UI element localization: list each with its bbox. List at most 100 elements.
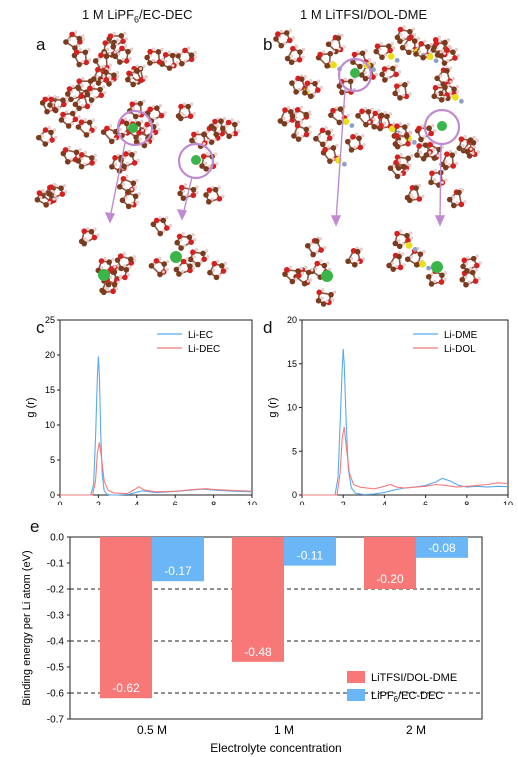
hydrogen-atom [86, 239, 90, 243]
y-tick-label: 20 [45, 350, 55, 360]
hydrogen-atom [130, 69, 135, 73]
lithium-atom [170, 251, 182, 263]
hydrogen-atom [151, 137, 155, 141]
hydrogen-atom [131, 106, 135, 111]
hydrogen-atom [39, 195, 43, 199]
hydrogen-atom [65, 100, 69, 104]
hydrogen-atom [133, 258, 137, 262]
carbon-atom [347, 78, 354, 85]
x-category-label: 2 M [406, 723, 426, 737]
hydrogen-atom [288, 265, 292, 269]
oxygen-atom [36, 190, 43, 196]
carbon-atom [169, 52, 176, 59]
hydrogen-atom [100, 266, 104, 270]
carbon-atom [76, 61, 82, 68]
oxygen-atom [427, 141, 434, 148]
carbon-atom [425, 273, 432, 280]
carbon-atom [130, 81, 136, 88]
carbon-atom [444, 67, 450, 74]
hydrogen-atom [301, 47, 306, 52]
carbon-atom [166, 65, 173, 71]
hydrogen-atom [183, 183, 187, 187]
oxygen-atom [405, 237, 411, 244]
carbon-atom [175, 113, 182, 119]
oxygen-atom [187, 113, 194, 120]
solvation-circles [116, 57, 461, 180]
carbon-atom [426, 125, 432, 132]
carbon-atom [324, 63, 330, 69]
oxygen-atom [303, 131, 310, 138]
carbon-atom [277, 118, 284, 124]
carbon-atom [464, 268, 470, 274]
carbon-atom [392, 90, 398, 97]
carbon-atom [313, 238, 320, 244]
carbon-atom [114, 257, 121, 263]
hydrogen-atom [383, 111, 387, 115]
oxygen-atom [359, 108, 365, 115]
oxygen-atom [397, 264, 404, 271]
hydrogen-atom [48, 200, 52, 204]
carbon-atom [213, 131, 219, 138]
hydrogen-atom [158, 216, 162, 220]
hydrogen-atom [163, 111, 167, 115]
carbon-atom [345, 258, 351, 265]
carbon-atom [118, 265, 124, 272]
carbon-atom [187, 263, 193, 269]
hydrogen-atom [295, 131, 300, 136]
carbon-atom [327, 158, 333, 164]
hydrogen-atom [193, 238, 197, 242]
x-tick-label: 4 [134, 500, 139, 505]
hydrogen-atom [318, 237, 322, 241]
hydrogen-atom [420, 124, 425, 128]
oxygen-atom [225, 119, 232, 126]
carbon-atom [302, 90, 308, 96]
hydrogen-atom [134, 100, 138, 104]
hydrogen-atom [93, 227, 97, 231]
hydrogen-atom [398, 82, 402, 86]
circle-highlight-b2 [423, 108, 461, 146]
hydrogen-atom [409, 255, 413, 259]
hydrogen-atom [300, 135, 304, 139]
carbon-atom [201, 131, 207, 138]
hydrogen-atom [101, 85, 106, 89]
hydrogen-atom [191, 262, 195, 266]
oxygen-atom [188, 239, 194, 245]
oxygen-atom [190, 249, 196, 255]
carbon-atom [467, 137, 474, 143]
hydrogen-atom [447, 163, 451, 167]
hydrogen-atom [67, 37, 72, 42]
hydrogen-atom [118, 276, 122, 280]
hydrogen-atom [91, 118, 95, 122]
legend-label: Li-EC [188, 330, 213, 341]
arrow-a2 [182, 176, 193, 216]
oxygen-atom [372, 110, 379, 117]
carbon-atom [401, 124, 408, 130]
hydrogen-atom [138, 66, 143, 71]
bar-litfsi [100, 537, 152, 699]
hydrogen-atom [128, 56, 132, 61]
hydrogen-atom [130, 187, 134, 191]
y-axis-label: g (r) [25, 397, 37, 417]
hydrogen-atom [400, 252, 405, 256]
hydrogen-atom [185, 257, 189, 261]
hydrogen-atom [327, 145, 331, 149]
carbon-atom [449, 152, 456, 158]
hydrogen-atom [390, 42, 394, 46]
hydrogen-atom [324, 126, 328, 130]
oxygen-atom [162, 51, 169, 58]
oxygen-atom [290, 45, 296, 52]
oxygen-atom [110, 288, 116, 295]
hydrogen-atom [422, 135, 427, 139]
oxygen-atom [458, 136, 465, 142]
carbon-atom [186, 234, 193, 240]
hydrogen-atom [40, 133, 44, 137]
panel-title-left-main: 1 M LiPF [82, 7, 135, 22]
hydrogen-atom [299, 267, 304, 271]
carbon-atom [413, 51, 419, 57]
carbon-atom [88, 97, 95, 103]
sulfur-atom [387, 52, 395, 60]
md-snapshot-a [34, 30, 241, 210]
carbon-atom [218, 118, 224, 124]
oxygen-atom [318, 247, 324, 253]
carbon-atom [72, 45, 78, 51]
